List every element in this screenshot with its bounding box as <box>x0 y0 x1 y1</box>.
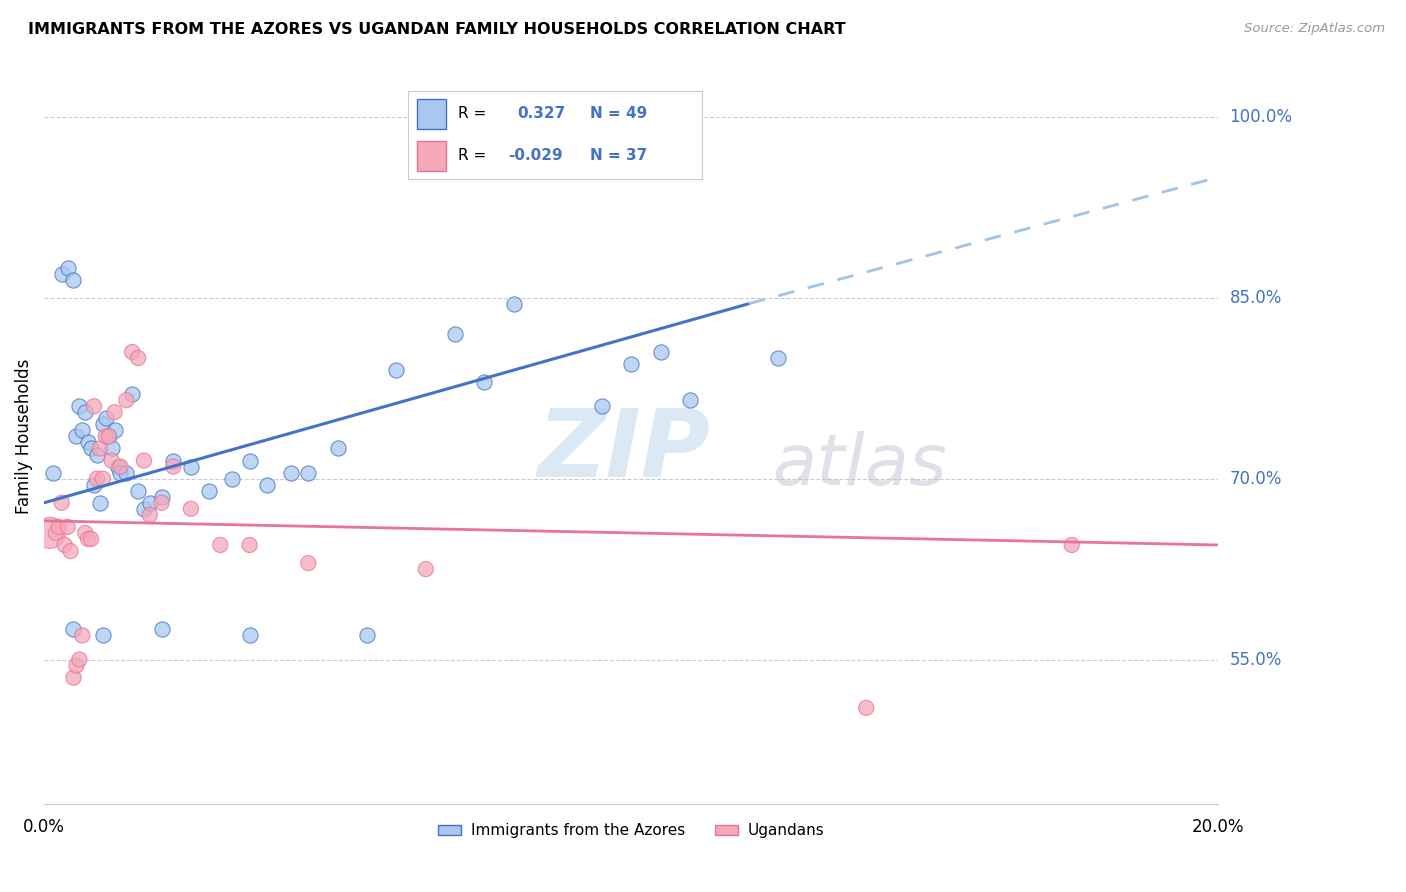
Point <box>51 496 73 510</box>
Text: IMMIGRANTS FROM THE AZORES VS UGANDAN FAMILY HOUSEHOLDS CORRELATION CHART: IMMIGRANTS FROM THE AZORES VS UGANDAN FA… <box>28 22 846 37</box>
Point <box>139 496 162 510</box>
Point <box>94 411 117 425</box>
Point <box>39 525 62 540</box>
Text: ZIP: ZIP <box>537 405 710 497</box>
Point <box>855 701 877 715</box>
Point <box>45 525 67 540</box>
Point <box>51 267 73 281</box>
Point <box>415 562 437 576</box>
Point <box>62 272 84 286</box>
Point <box>97 429 120 443</box>
Point <box>97 429 120 443</box>
Point <box>297 466 319 480</box>
Point <box>100 453 122 467</box>
Point <box>65 658 87 673</box>
Legend: Immigrants from the Azores, Ugandans: Immigrants from the Azores, Ugandans <box>432 817 831 845</box>
Point <box>650 345 672 359</box>
Point <box>42 466 65 480</box>
Point <box>80 442 103 456</box>
Point <box>474 375 496 389</box>
Point <box>86 448 108 462</box>
Point <box>59 544 82 558</box>
Point <box>77 532 100 546</box>
Point <box>280 466 302 480</box>
Point <box>239 538 262 552</box>
Point <box>239 628 262 642</box>
Point <box>62 671 84 685</box>
Text: 85.0%: 85.0% <box>1230 289 1282 307</box>
Point <box>132 501 155 516</box>
Point <box>48 520 70 534</box>
Point <box>103 423 125 437</box>
Point <box>1060 538 1083 552</box>
Point <box>107 459 129 474</box>
Point <box>127 483 149 498</box>
Point <box>121 387 143 401</box>
Point <box>89 442 111 456</box>
Point <box>115 393 138 408</box>
Point <box>620 357 643 371</box>
Text: 100.0%: 100.0% <box>1230 108 1292 126</box>
Point <box>91 472 114 486</box>
Point <box>86 472 108 486</box>
Point <box>150 490 173 504</box>
Point <box>75 525 97 540</box>
Point <box>110 466 132 480</box>
Point <box>67 652 90 666</box>
Point <box>326 442 349 456</box>
Point <box>256 477 278 491</box>
Point <box>77 435 100 450</box>
Point <box>72 628 94 642</box>
Point <box>162 459 184 474</box>
Point <box>75 405 97 419</box>
Point <box>91 628 114 642</box>
Point <box>127 351 149 365</box>
Point <box>100 442 122 456</box>
Point <box>80 532 103 546</box>
Point <box>197 483 219 498</box>
Point <box>444 326 467 341</box>
Point <box>91 417 114 432</box>
Point <box>94 429 117 443</box>
Point <box>110 459 132 474</box>
Point <box>83 399 105 413</box>
Point <box>83 477 105 491</box>
Point <box>67 399 90 413</box>
Point <box>72 423 94 437</box>
Point <box>103 405 125 419</box>
Point <box>385 363 408 377</box>
Point <box>139 508 162 522</box>
Point <box>62 623 84 637</box>
Point <box>679 393 702 408</box>
Point <box>297 556 319 570</box>
Point <box>53 538 76 552</box>
Point <box>121 345 143 359</box>
Text: 70.0%: 70.0% <box>1230 469 1282 488</box>
Point <box>132 453 155 467</box>
Point <box>150 623 173 637</box>
Text: 55.0%: 55.0% <box>1230 650 1282 669</box>
Text: Source: ZipAtlas.com: Source: ZipAtlas.com <box>1244 22 1385 36</box>
Point <box>56 520 79 534</box>
Point <box>115 466 138 480</box>
Point <box>221 472 243 486</box>
Point <box>356 628 378 642</box>
Text: atlas: atlas <box>772 432 946 500</box>
Point <box>766 351 789 365</box>
Point <box>162 453 184 467</box>
Point <box>56 260 79 275</box>
Point <box>502 297 524 311</box>
Point <box>209 538 232 552</box>
Point <box>180 501 202 516</box>
Point <box>180 459 202 474</box>
Point <box>89 496 111 510</box>
Point <box>150 496 173 510</box>
Y-axis label: Family Households: Family Households <box>15 359 32 514</box>
Point <box>239 453 262 467</box>
Point <box>591 399 613 413</box>
Point <box>65 429 87 443</box>
